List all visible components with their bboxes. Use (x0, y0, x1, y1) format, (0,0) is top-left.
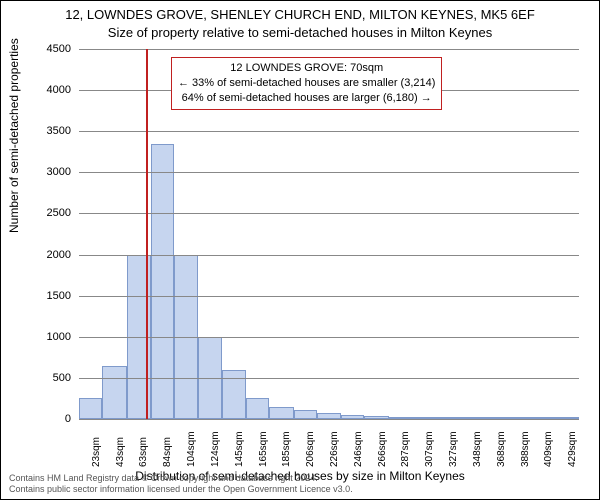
gridline (79, 172, 579, 173)
gridline (79, 49, 579, 50)
property-marker-line (146, 49, 148, 419)
chart-plot-area: 12 LOWNDES GROVE: 70sqm ← 33% of semi-de… (79, 49, 579, 419)
footer-attribution: Contains HM Land Registry data © Crown c… (9, 473, 353, 496)
y-tick: 500 (1, 372, 71, 384)
y-tick: 3000 (1, 166, 71, 178)
page-title-1: 12, LOWNDES GROVE, SHENLEY CHURCH END, M… (1, 7, 599, 22)
y-tick: 0 (1, 413, 71, 425)
y-tick: 4500 (1, 43, 71, 55)
histogram-bar (102, 366, 127, 419)
y-tick: 1500 (1, 290, 71, 302)
y-tick: 2000 (1, 249, 71, 261)
y-tick: 4000 (1, 84, 71, 96)
gridline (79, 337, 579, 338)
gridline (79, 255, 579, 256)
annotation-line-2: ← 33% of semi-detached houses are smalle… (178, 76, 435, 91)
x-tick-labels: 23sqm43sqm63sqm84sqm104sqm124sqm145sqm16… (79, 421, 579, 465)
gridline (79, 378, 579, 379)
histogram-bar (246, 398, 269, 419)
gridline (79, 131, 579, 132)
annotation-box: 12 LOWNDES GROVE: 70sqm ← 33% of semi-de… (171, 57, 442, 110)
histogram-bar (79, 398, 102, 419)
y-tick: 2500 (1, 207, 71, 219)
gridline (79, 296, 579, 297)
annotation-line-3: 64% of semi-detached houses are larger (… (178, 91, 435, 106)
y-tick: 3500 (1, 125, 71, 137)
chart-page: 12, LOWNDES GROVE, SHENLEY CHURCH END, M… (0, 0, 600, 500)
footer-line-2: Contains public sector information licen… (9, 484, 353, 495)
annotation-line-1: 12 LOWNDES GROVE: 70sqm (178, 61, 435, 76)
page-title-2: Size of property relative to semi-detach… (1, 25, 599, 40)
y-tick: 1000 (1, 331, 71, 343)
gridline (79, 419, 579, 420)
footer-line-1: Contains HM Land Registry data © Crown c… (9, 473, 353, 484)
histogram-bar (294, 410, 317, 419)
gridline (79, 213, 579, 214)
histogram-bar (269, 407, 294, 419)
